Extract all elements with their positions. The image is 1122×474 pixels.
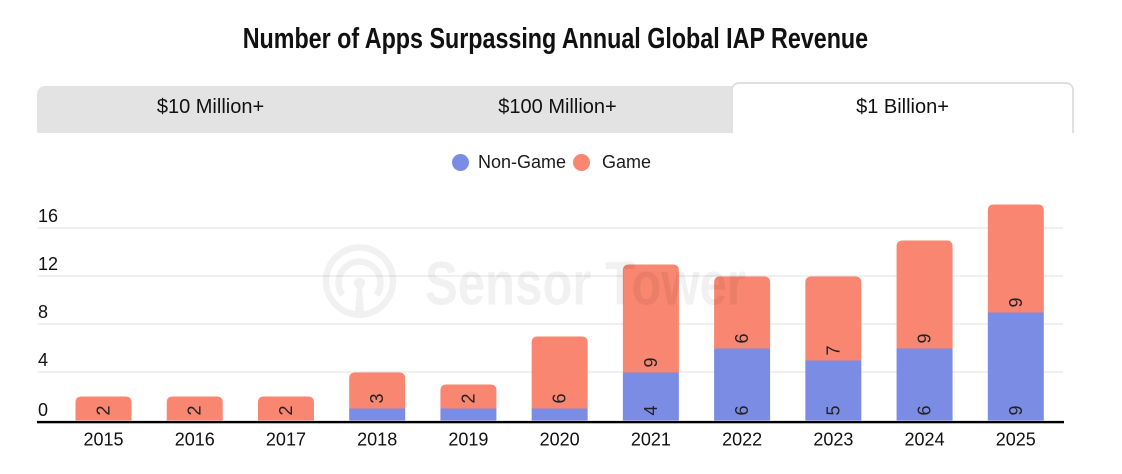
- svg-text:Sensor Tower: Sensor Tower: [425, 249, 746, 317]
- svg-text:0: 0: [38, 400, 48, 420]
- svg-text:6: 6: [732, 333, 752, 343]
- svg-text:2023: 2023: [813, 430, 853, 450]
- svg-text:2018: 2018: [357, 430, 397, 450]
- svg-text:6: 6: [732, 405, 752, 415]
- svg-text:2017: 2017: [266, 430, 306, 450]
- svg-text:2021: 2021: [631, 430, 671, 450]
- svg-text:6: 6: [915, 405, 935, 415]
- svg-text:2: 2: [458, 393, 478, 403]
- svg-text:9: 9: [1006, 405, 1026, 415]
- svg-text:9: 9: [915, 333, 935, 343]
- svg-text:3: 3: [367, 393, 387, 403]
- svg-text:8: 8: [38, 302, 48, 322]
- svg-text:2022: 2022: [722, 430, 762, 450]
- svg-text:16: 16: [38, 206, 58, 226]
- svg-text:2025: 2025: [996, 430, 1036, 450]
- svg-text:2020: 2020: [540, 430, 580, 450]
- svg-text:2: 2: [276, 405, 296, 415]
- svg-text:9: 9: [1006, 297, 1026, 307]
- svg-text:2: 2: [185, 405, 205, 415]
- svg-text:2: 2: [94, 405, 114, 415]
- svg-text:2024: 2024: [905, 430, 945, 450]
- svg-text:2016: 2016: [175, 430, 215, 450]
- svg-text:7: 7: [823, 345, 843, 355]
- svg-text:6: 6: [550, 393, 570, 403]
- svg-text:9: 9: [641, 357, 661, 367]
- svg-text:2019: 2019: [448, 430, 488, 450]
- svg-text:4: 4: [38, 350, 48, 370]
- svg-text:2015: 2015: [83, 430, 123, 450]
- svg-text:4: 4: [641, 405, 661, 415]
- svg-text:5: 5: [823, 405, 843, 415]
- svg-text:12: 12: [38, 254, 58, 274]
